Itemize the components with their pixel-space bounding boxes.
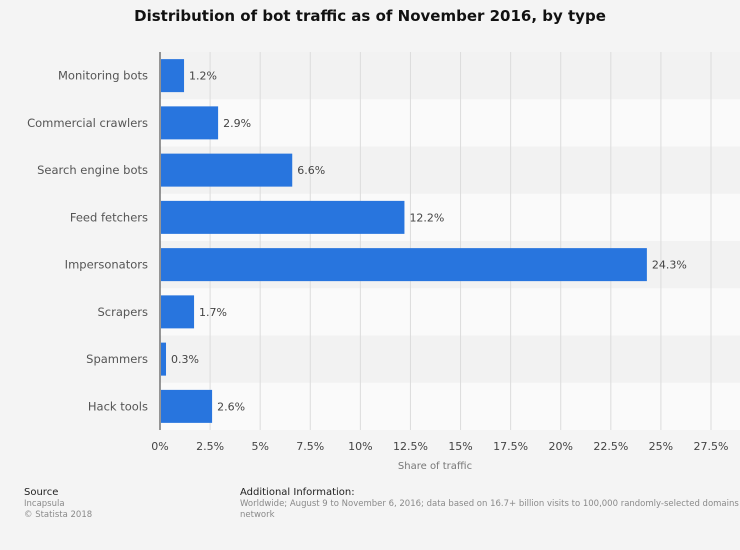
- bar: [161, 295, 195, 329]
- category-label: Impersonators: [65, 258, 148, 272]
- additional-info-label: Additional Information:: [240, 487, 355, 498]
- x-tick-label: 5%: [251, 440, 268, 453]
- x-axis-title: Share of traffic: [398, 461, 472, 472]
- bar: [161, 106, 219, 140]
- bar: [161, 389, 213, 423]
- x-tick-label: 27.5%: [694, 440, 729, 453]
- bar: [161, 200, 405, 234]
- x-tick-label: 10%: [348, 440, 372, 453]
- category-label: Scrapers: [98, 305, 149, 319]
- source-label: Source: [24, 487, 59, 498]
- category-label: Feed fetchers: [70, 210, 148, 224]
- x-tick-label: 12.5%: [393, 440, 428, 453]
- x-tick-label: 25%: [649, 440, 673, 453]
- bar: [161, 248, 647, 282]
- x-tick-label: 2.5%: [196, 440, 224, 453]
- source-name: Incapsula: [24, 499, 65, 509]
- bar: [161, 153, 293, 187]
- x-tick-label: 7.5%: [296, 440, 324, 453]
- data-label: 6.6%: [297, 164, 325, 177]
- category-label: Monitoring bots: [58, 69, 148, 83]
- additional-info-text: Worldwide; August 9 to November 6, 2016;…: [240, 499, 740, 520]
- data-label: 2.9%: [223, 117, 251, 130]
- bar: [161, 59, 185, 93]
- additional-info-block: Additional Information: Worldwide; Augus…: [240, 487, 740, 521]
- category-label: Commercial crawlers: [27, 116, 148, 130]
- x-tick-label: 22.5%: [593, 440, 628, 453]
- data-label: 1.2%: [189, 70, 217, 83]
- row-band: [160, 335, 740, 383]
- category-label: Search engine bots: [37, 163, 148, 177]
- data-label: 24.3%: [652, 259, 687, 272]
- x-tick-label: 0%: [151, 440, 168, 453]
- bar: [161, 342, 167, 376]
- data-label: 1.7%: [199, 306, 227, 319]
- row-band: [160, 99, 740, 147]
- chart-title: Distribution of bot traffic as of Novemb…: [134, 7, 606, 25]
- row-band: [160, 382, 740, 430]
- row-band: [160, 52, 740, 100]
- data-label: 2.6%: [217, 400, 245, 413]
- row-band: [160, 288, 740, 336]
- bar-chart: 0% 2.5% 5% 7.5% 10% 12.5% 15% 17.5% 20% 22.5% 25% 2…: [27, 52, 740, 472]
- data-label: 12.2%: [409, 211, 444, 224]
- copyright: © Statista 2018: [24, 510, 93, 520]
- data-label: 0.3%: [171, 353, 199, 366]
- x-tick-label: 17.5%: [493, 440, 528, 453]
- category-label: Spammers: [86, 352, 148, 366]
- source-block: Source Incapsula © Statista 2018: [24, 487, 92, 521]
- category-label: Hack tools: [88, 399, 148, 413]
- x-tick-label: 15%: [448, 440, 472, 453]
- x-tick-label: 20%: [549, 440, 573, 453]
